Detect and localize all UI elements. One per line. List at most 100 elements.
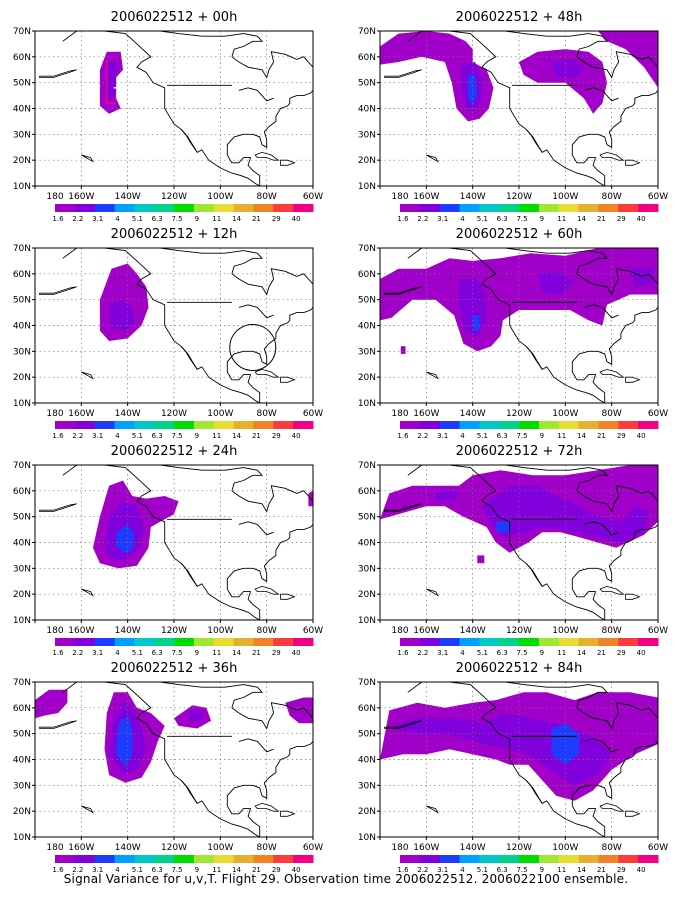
lon-label: 80W [601, 626, 621, 636]
variance-contour [551, 59, 584, 78]
island-outline [426, 805, 440, 814]
lon-label: 160W [68, 409, 94, 419]
colorbar-swatch [558, 855, 580, 863]
colorbar-label: 4 [460, 215, 465, 223]
lon-label: 60W [303, 409, 323, 419]
island-outline [599, 368, 625, 378]
colorbar-swatch [213, 638, 235, 646]
colorbar-swatch [400, 421, 421, 429]
colorbar-swatch [618, 204, 639, 212]
coastline [571, 90, 658, 186]
colorbar-label: 40 [637, 866, 646, 874]
island-outline [384, 503, 422, 512]
coastline [407, 465, 605, 620]
lon-label: 100W [207, 192, 233, 202]
colorbar-swatch [578, 204, 599, 212]
island-outline [254, 585, 280, 595]
coastline [571, 307, 658, 403]
lat-label: 30N [358, 347, 376, 357]
island-outline [426, 588, 440, 597]
colorbar-label: 7.5 [171, 432, 182, 440]
colorbar-swatch [293, 638, 314, 646]
lat-label: 50N [358, 513, 376, 523]
coastline [226, 90, 313, 186]
coastline [583, 738, 619, 753]
colorbar-label: 2.2 [72, 866, 83, 874]
lon-label: 140W [115, 192, 141, 202]
variance-contour [481, 485, 649, 543]
coastline [525, 128, 543, 153]
colorbar-swatch [253, 855, 274, 863]
colorbar-swatch [94, 855, 116, 863]
coastline [505, 248, 609, 274]
colorbar-swatch [459, 638, 480, 646]
colorbar-label: 7.5 [516, 432, 527, 440]
colorbar-label: 1.6 [52, 649, 64, 657]
colorbar-swatch [578, 638, 599, 646]
coastline [160, 682, 264, 708]
colorbar-label: 3.1 [92, 866, 103, 874]
colorbar-label: 6.3 [497, 432, 508, 440]
lon-label: 180 [391, 843, 408, 853]
lat-label: 60N [13, 53, 31, 63]
colorbar-label: 3.1 [92, 215, 103, 223]
colorbar-swatch [598, 421, 619, 429]
lat-label: 10N [13, 182, 31, 192]
colorbar-label: 1.6 [52, 215, 64, 223]
colorbar-swatch [273, 855, 294, 863]
lon-label: 120W [161, 409, 187, 419]
island-outline [426, 154, 440, 163]
colorbar-label: 29 [617, 649, 626, 657]
island-outline [280, 593, 296, 600]
colorbar-label: 14 [577, 215, 586, 223]
island-outline [39, 503, 77, 512]
colorbar-label: 11 [557, 215, 566, 223]
colorbar-label: 29 [272, 649, 281, 657]
lon-label: 80W [601, 409, 621, 419]
colorbar-label: 7.5 [516, 215, 527, 223]
colorbar-swatch [213, 855, 235, 863]
coastline [576, 702, 658, 730]
lat-label: 20N [358, 807, 376, 817]
colorbar-swatch [459, 855, 480, 863]
colorbar-swatch [174, 204, 195, 212]
colorbar-label: 7.5 [171, 215, 182, 223]
colorbar-label: 9 [195, 649, 199, 657]
lon-label: 140W [460, 843, 486, 853]
lat-label: 30N [13, 564, 31, 574]
colorbar-label: 29 [272, 866, 281, 874]
lat-label: 30N [358, 564, 376, 574]
lat-label: 70N [13, 27, 31, 37]
colorbar-label: 11 [212, 215, 221, 223]
colorbar-swatch [459, 204, 480, 212]
colorbar-label: 9 [195, 215, 199, 223]
variance-contour [477, 555, 485, 564]
lon-label: 60W [648, 626, 668, 636]
lon-label: 160W [413, 192, 439, 202]
colorbar-label: 4 [460, 432, 465, 440]
colorbar-label: 2.2 [72, 432, 83, 440]
coastline [231, 51, 313, 79]
colorbar-label: 11 [557, 432, 566, 440]
colorbar-swatch [174, 855, 195, 863]
island-outline [81, 805, 95, 814]
map-content [35, 248, 313, 403]
lat-label: 20N [358, 156, 376, 166]
lat-label: 70N [13, 678, 31, 688]
lon-label: 180 [391, 626, 408, 636]
colorbar-swatch [598, 638, 619, 646]
lon-label: 140W [460, 409, 486, 419]
lon-label: 180 [391, 192, 408, 202]
colorbar-label: 6.3 [497, 649, 508, 657]
lat-label: 10N [13, 616, 31, 626]
colorbar-label: 3.1 [92, 649, 103, 657]
lon-label: 120W [506, 409, 532, 419]
coastline [505, 31, 609, 57]
colorbar-swatch [154, 638, 175, 646]
colorbar-label: 9 [195, 866, 199, 874]
coastline [226, 307, 313, 403]
colorbar-swatch [538, 204, 560, 212]
colorbar-label: 29 [272, 432, 281, 440]
colorbar-label: 3.1 [437, 866, 448, 874]
coastline [180, 779, 198, 804]
